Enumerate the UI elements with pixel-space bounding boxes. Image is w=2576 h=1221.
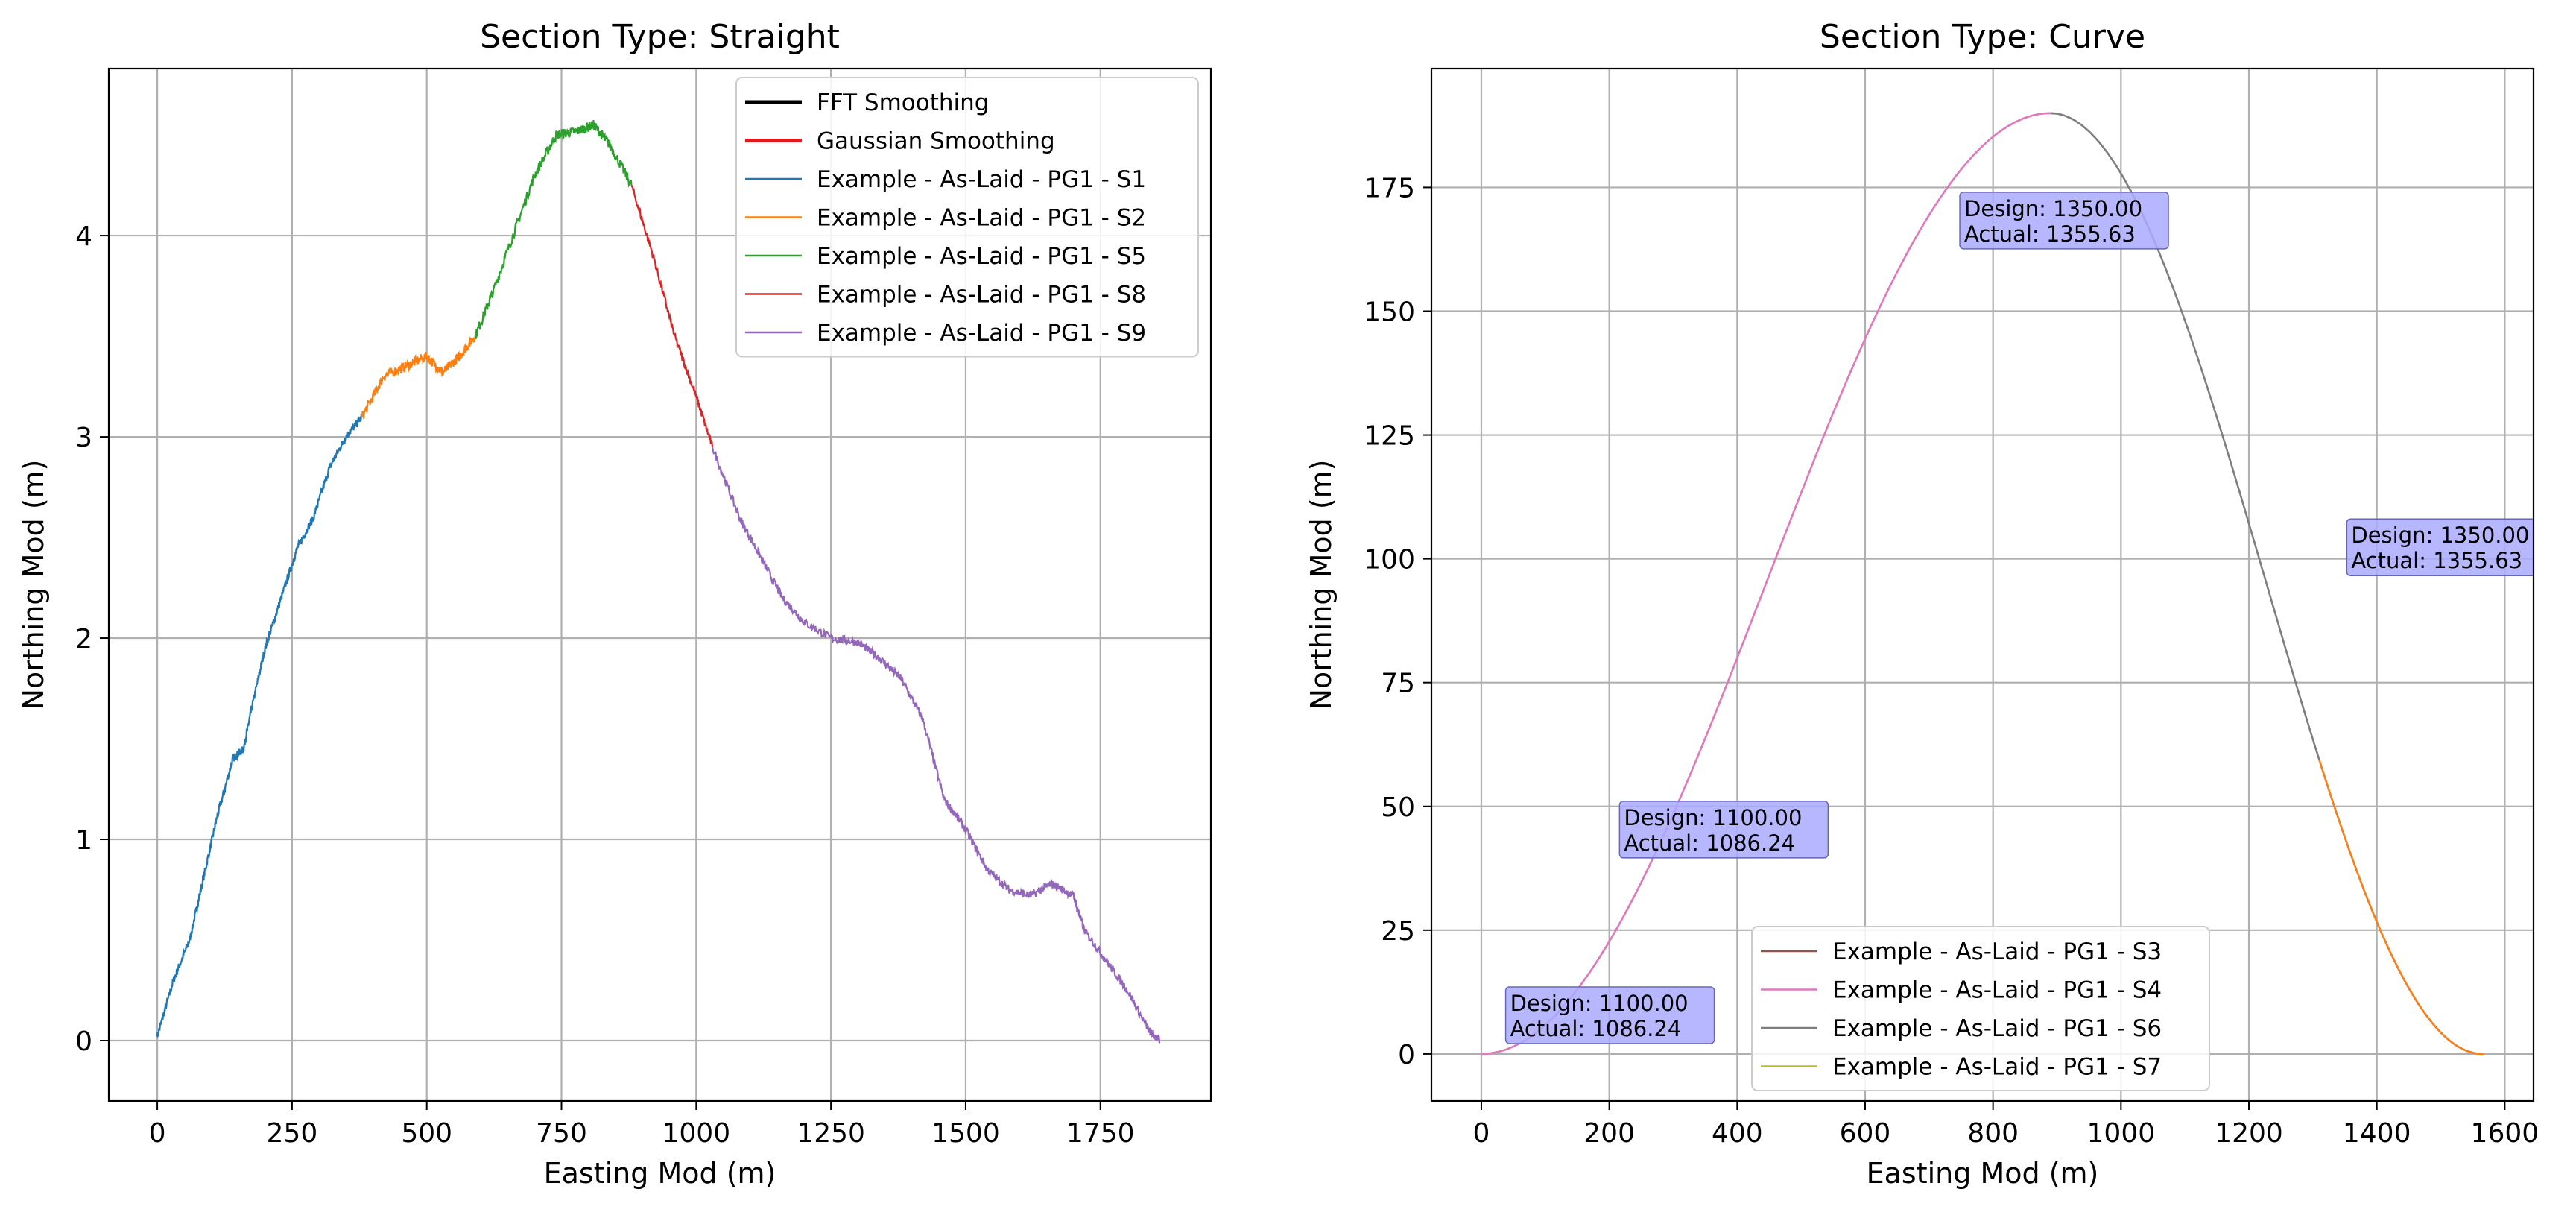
annotation-box [1959, 192, 2169, 250]
annotation-box [1504, 986, 1715, 1044]
y-tick-label: 0 [75, 1026, 92, 1057]
y-tick-label: 4 [75, 221, 92, 252]
annotation-text: Actual: 1355.63 [1964, 221, 2136, 247]
legend-label: Example - As-Laid - PG1 - S3 [1832, 938, 2162, 965]
y-tick-label: 1 [75, 825, 92, 856]
legend-label: Example - As-Laid - PG1 - S6 [1832, 1015, 2162, 1042]
series-line-s4 [1481, 112, 2051, 1056]
annotation-text: Actual: 1355.63 [2351, 548, 2522, 573]
chart-title: Section Type: Curve [1820, 18, 2145, 56]
x-tick-label: 250 [267, 1118, 318, 1149]
y-tick-label: 3 [75, 423, 92, 453]
straight-section-chart: 0 250 500 750 1000 1250 1500 1750 0 1 2 3 4 Section T… [17, 18, 1212, 1190]
annotation-box [1618, 801, 1829, 859]
x-tick-label: 800 [1967, 1118, 2019, 1149]
annotation-text: Design: 1350.00 [1964, 196, 2142, 221]
x-axis-label: Easting Mod (m) [1867, 1157, 2099, 1190]
x-tick-label: 1250 [797, 1118, 865, 1149]
series-line-s6 [2050, 112, 2481, 1055]
legend-label: Example - As-Laid - PG1 - S4 [1832, 977, 2162, 1004]
x-tick-label: 1000 [2087, 1118, 2156, 1149]
x-tick-label: 1600 [2471, 1118, 2539, 1149]
legend-label: Example - As-Laid - PG1 - S5 [817, 243, 1146, 270]
series-line-s5 [474, 120, 633, 339]
x-tick-label: 1750 [1066, 1118, 1135, 1149]
legend-label: Example - As-Laid - PG1 - S2 [817, 205, 1146, 232]
plot-area [156, 120, 1161, 1044]
annotation-text: Design: 1350.00 [2351, 523, 2529, 548]
x-tick-label: 1200 [2215, 1118, 2283, 1149]
x-axis-label: Easting Mod (m) [544, 1157, 776, 1190]
plot-frame [1430, 67, 2535, 1102]
legend-label: FFT Smoothing [817, 89, 989, 116]
x-tick-label: 0 [1473, 1118, 1490, 1149]
y-tick-label: 125 [1364, 421, 1415, 452]
y-tick-label: 2 [75, 624, 92, 654]
x-tick-label: 500 [401, 1118, 452, 1149]
y-tick-label: 75 [1381, 669, 1415, 699]
annotation-text: Design: 1100.00 [1510, 991, 1689, 1016]
x-tick-label: 0 [149, 1118, 166, 1149]
annotation-box [2346, 518, 2534, 576]
y-tick-label: 0 [1398, 1040, 1415, 1070]
y-axis-label: Northing Mod (m) [1305, 459, 1338, 710]
y-tick-label: 100 [1364, 545, 1415, 575]
chart-title: Section Type: Straight [480, 18, 840, 56]
legend-label: Example - As-Laid - PG1 - S1 [817, 166, 1146, 193]
x-tick-label: 400 [1712, 1118, 1763, 1149]
legend-label: Example - As-Laid - PG1 - S7 [1832, 1054, 2162, 1081]
x-tick-label: 750 [536, 1118, 587, 1149]
x-tick-label: 1500 [931, 1118, 1000, 1149]
series-line-s8 [630, 185, 714, 447]
series-line-s2 [361, 335, 476, 419]
y-tick-label: 175 [1364, 173, 1415, 204]
legend-box [1751, 926, 2210, 1091]
legend-label: Gaussian Smoothing [817, 128, 1055, 155]
y-tick-label: 50 [1381, 792, 1415, 823]
plot-frame [107, 67, 1212, 1102]
x-tick-label: 200 [1583, 1118, 1635, 1149]
legend-box [735, 77, 1199, 358]
series-line-s1 [156, 412, 363, 1038]
legend-label: Example - As-Laid - PG1 - S9 [817, 320, 1146, 347]
series-line-s3 [1481, 112, 2483, 1056]
series-line-s9 [711, 447, 1161, 1044]
annotation-text: Actual: 1086.24 [1510, 1016, 1682, 1041]
x-tick-label: 1000 [662, 1118, 731, 1149]
x-tick-label: 600 [1840, 1118, 1891, 1149]
y-tick-label: 25 [1381, 916, 1415, 947]
annotation-text: Actual: 1086.24 [1624, 830, 1795, 856]
legend-label: Example - As-Laid - PG1 - S8 [817, 282, 1146, 309]
y-axis-label: Northing Mod (m) [17, 459, 50, 710]
y-tick-label: 150 [1364, 297, 1415, 327]
series-line-s7 [2318, 759, 2484, 1056]
x-tick-label: 1400 [2343, 1118, 2411, 1149]
annotation-text: Design: 1100.00 [1624, 805, 1802, 830]
